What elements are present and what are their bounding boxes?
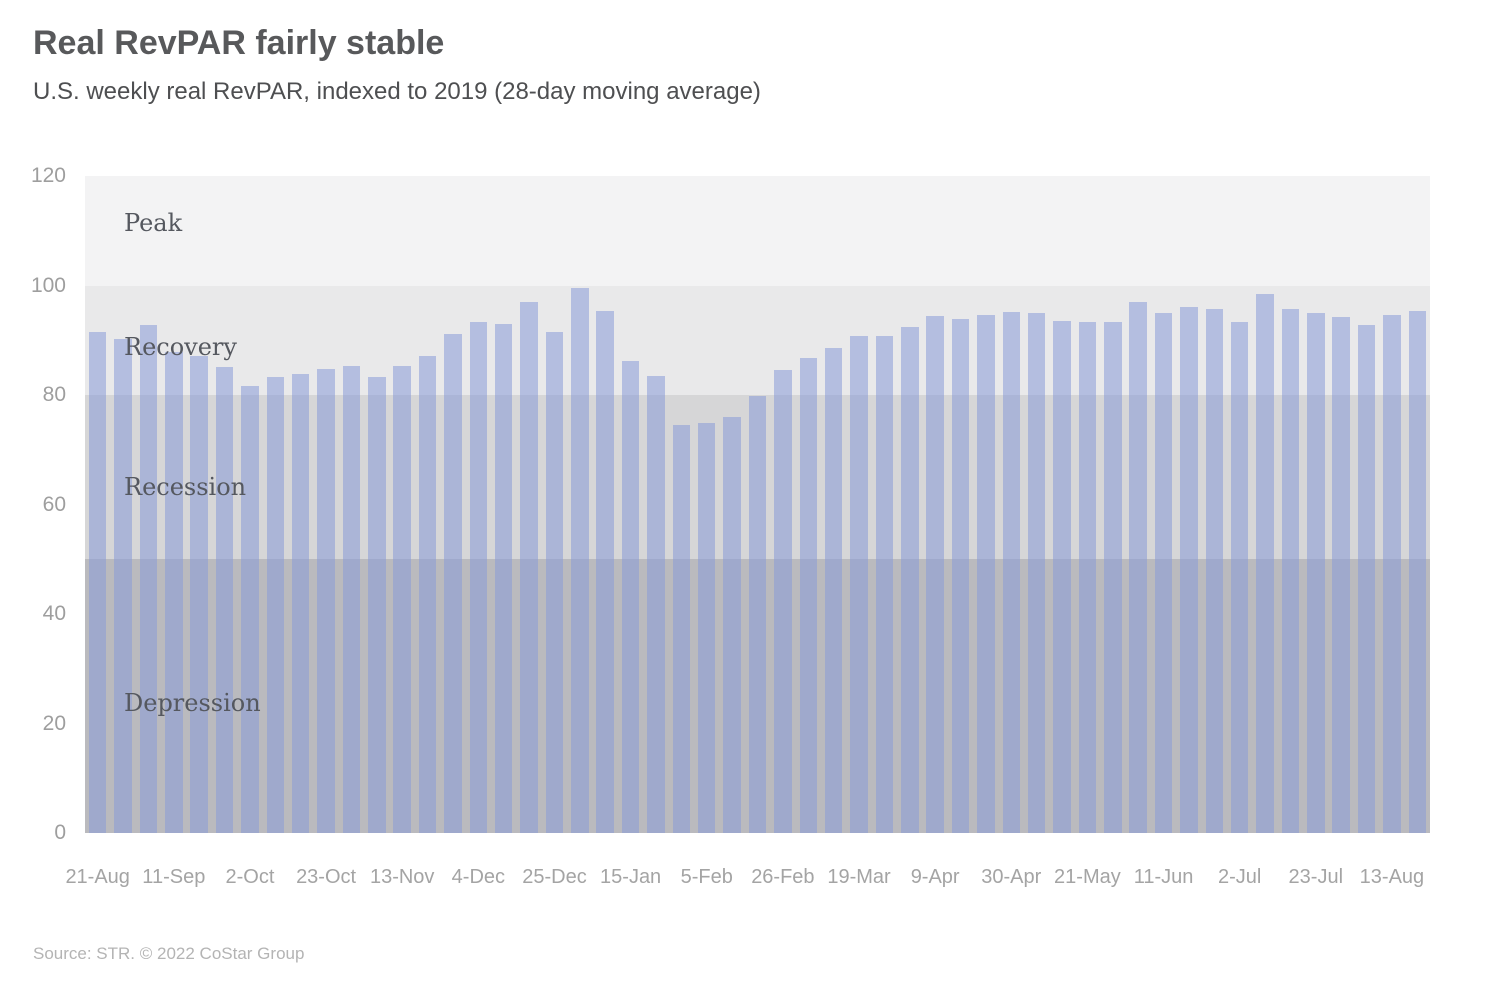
- bar-week-4: [165, 351, 183, 833]
- bar-week-23: [647, 376, 665, 833]
- y-tick-80: 80: [42, 383, 66, 406]
- bar-week-9: [291, 373, 310, 833]
- bar-week-31: [850, 335, 868, 833]
- bar-week-42: [1129, 302, 1147, 833]
- bar-week-33: [901, 327, 919, 833]
- x-tick-15-jan: 15-Jan: [600, 866, 662, 888]
- bar-week-16: [469, 321, 488, 833]
- bar-week-18: [520, 302, 538, 833]
- x-tick-11-sep: 11-Sep: [142, 866, 206, 888]
- bar-week-11: [342, 365, 361, 833]
- bar-week-25: [697, 423, 716, 833]
- x-tick-5-feb: 5-Feb: [680, 866, 733, 888]
- x-tick-13-nov: 13-Nov: [369, 866, 435, 888]
- zone-band-recovery: [85, 285, 1430, 395]
- bar-week-39: [1053, 320, 1071, 833]
- bar-week-30: [824, 348, 843, 833]
- bar-week-24: [672, 424, 691, 833]
- bar-week-1: [88, 332, 107, 833]
- y-tick-0: 0: [54, 821, 66, 844]
- x-tick-21-aug: 21-Aug: [65, 866, 130, 888]
- bar-week-20: [571, 287, 589, 833]
- zone-label-peak: Peak: [124, 208, 183, 237]
- x-tick-23-oct: 23-Oct: [296, 866, 357, 888]
- x-tick-26-feb: 26-Feb: [751, 866, 815, 888]
- bar-week-19: [545, 332, 564, 833]
- bar-week-14: [418, 356, 437, 833]
- bar-week-45: [1205, 308, 1224, 833]
- x-tick-4-dec: 4-Dec: [451, 866, 506, 888]
- y-tick-20: 20: [42, 711, 66, 735]
- bar-week-40: [1078, 322, 1097, 833]
- zone-label-recession: Recession: [124, 472, 247, 501]
- bar-week-2: [114, 339, 132, 833]
- bar-week-6: [215, 366, 234, 833]
- x-tick-25-dec: 25-Dec: [522, 866, 587, 888]
- chart-title: Real RevPAR fairly stable: [33, 24, 445, 62]
- bar-week-47: [1256, 294, 1274, 833]
- bar-week-12: [368, 377, 386, 833]
- bar-week-5: [190, 356, 208, 833]
- x-tick-2-jul: 2-Jul: [1217, 866, 1262, 888]
- bar-week-36: [977, 314, 995, 833]
- bar-week-46: [1230, 322, 1249, 833]
- bar-week-37: [1002, 311, 1021, 833]
- plot-area: Peak Recovery Recession Depression: [85, 176, 1430, 833]
- y-tick-60: 60: [42, 492, 66, 516]
- x-tick-23-jul: 23-Jul: [1288, 866, 1344, 888]
- bar-week-52: [1383, 314, 1401, 833]
- x-tick-2-oct: 2-Oct: [225, 866, 275, 888]
- y-tick-120: 120: [30, 164, 66, 187]
- bar-week-50: [1332, 317, 1350, 833]
- bar-week-26: [723, 416, 741, 833]
- chart-subtitle: U.S. weekly real RevPAR, indexed to 2019…: [33, 78, 761, 105]
- bar-week-44: [1180, 306, 1198, 833]
- bar-week-41: [1104, 322, 1122, 833]
- x-tick-30-apr: 30-Apr: [981, 866, 1042, 888]
- x-tick-19-mar: 19-Mar: [827, 866, 891, 888]
- bar-week-53: [1408, 311, 1427, 833]
- bar-week-17: [494, 324, 513, 833]
- bar-week-15: [444, 334, 462, 833]
- bar-week-8: [266, 376, 285, 833]
- bar-week-28: [774, 370, 792, 833]
- bar-week-27: [748, 396, 767, 833]
- bar-week-3: [139, 324, 158, 833]
- bar-week-7: [241, 386, 259, 833]
- source-attribution: Source: STR. © 2022 CoStar Group: [33, 944, 305, 963]
- bar-week-38: [1027, 313, 1046, 833]
- bar-week-32: [875, 336, 894, 833]
- bar-week-49: [1307, 312, 1325, 833]
- bar-week-34: [926, 316, 944, 833]
- y-tick-40: 40: [42, 602, 66, 625]
- x-tick-21-may: 21-May: [1054, 866, 1121, 888]
- bar-week-29: [799, 358, 817, 833]
- zone-label-depression: Depression: [124, 689, 261, 718]
- y-tick-100: 100: [30, 273, 66, 297]
- zone-label-recovery: Recovery: [124, 332, 237, 361]
- bar-week-43: [1154, 312, 1173, 833]
- bar-week-21: [596, 310, 614, 833]
- x-tick-13-aug: 13-Aug: [1359, 866, 1425, 888]
- bar-week-22: [621, 360, 640, 833]
- bar-week-51: [1357, 324, 1376, 833]
- x-tick-11-jun: 11-Jun: [1133, 866, 1194, 888]
- zone-band-peak: [85, 176, 1430, 286]
- bar-week-48: [1281, 309, 1300, 833]
- bar-week-13: [393, 365, 411, 833]
- bar-week-10: [317, 369, 335, 833]
- bar-week-35: [951, 318, 970, 833]
- x-tick-9-apr: 9-Apr: [910, 866, 960, 888]
